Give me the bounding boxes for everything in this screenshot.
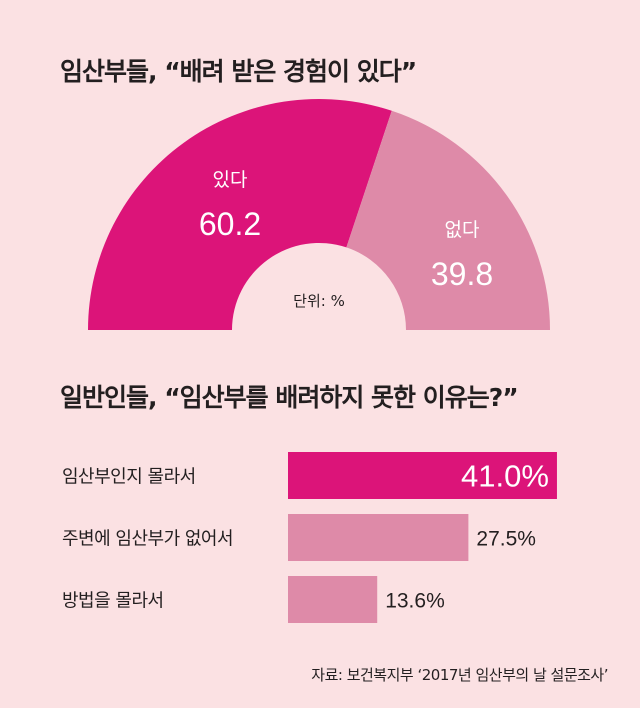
donut-label-no: 없다: [445, 219, 480, 241]
horizontal-bar-chart: 임산부인지 몰라서 41.0% 주변에 임산부가 없어서 27.5% 방법을 몰라서 13…: [62, 452, 557, 623]
source-note: 자료: 보건복지부 ‘2017년 임산부의 날 설문조사’: [311, 666, 608, 684]
bar-value-label: 13.6%: [385, 590, 445, 613]
donut-label-yes: 있다: [213, 169, 248, 191]
donut-value-yes: 60.2: [199, 206, 261, 242]
bar-value-label: 27.5%: [476, 528, 536, 551]
title-general-public: 일반인들, “임산부를 배려하지 못한 이유는?”: [60, 383, 519, 412]
title-pregnant-women: 임산부들, “배려 받은 경험이 있다”: [60, 57, 417, 86]
half-donut-chart: 있다 60.2 없다 39.8 단위: %: [88, 99, 550, 330]
bar-3: [288, 576, 378, 623]
donut-segment-yes: [88, 99, 392, 330]
bar-category-label: 주변에 임산부가 없어서: [62, 529, 233, 550]
unit-label: 단위: %: [293, 292, 345, 310]
bar-category-label: 임산부인지 몰라서: [62, 467, 196, 488]
bar-category-label: 방법을 몰라서: [62, 591, 164, 612]
donut-value-no: 39.8: [431, 256, 493, 292]
bar-value-label: 41.0%: [461, 459, 549, 494]
bar-1: [288, 452, 557, 499]
donut-segment-no: [346, 110, 550, 330]
bar-2: [288, 514, 469, 561]
